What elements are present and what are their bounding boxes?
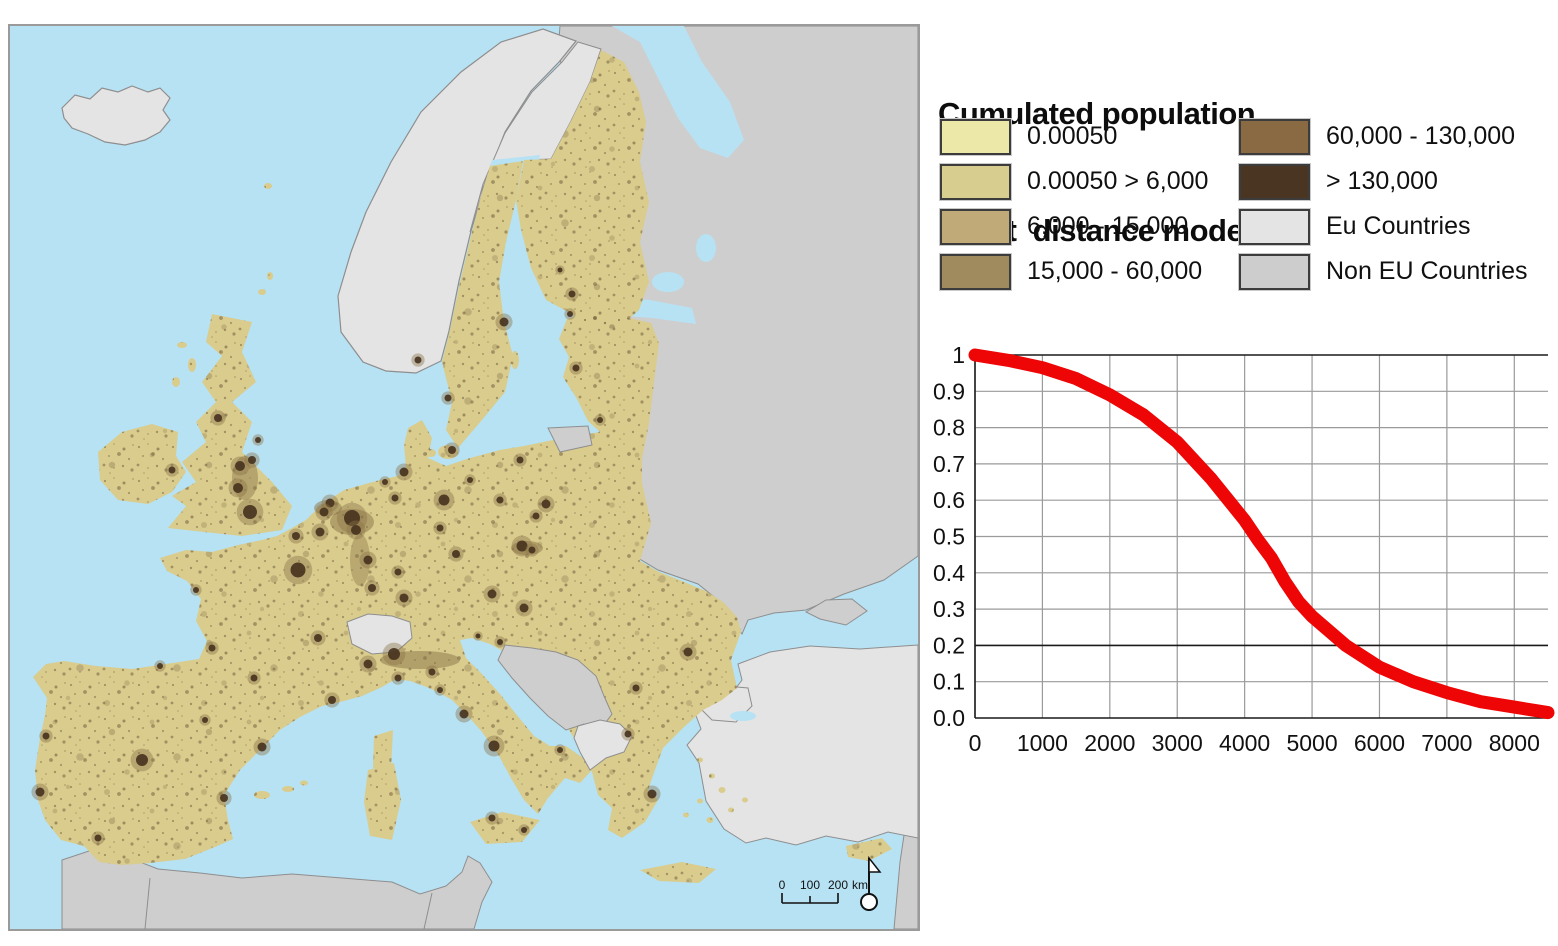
distance-decay-curve-svg: 0 1000 2000 3000 4000 5000 6000 7000 8000 1 0.9 0.8… <box>933 342 1555 756</box>
y-tick-label: 0.6 <box>933 487 965 513</box>
legend-column-2: 60,000 - 130,000 > 130,000 Eu Countries … <box>1239 118 1527 298</box>
legend-swatch <box>940 163 1011 200</box>
kaliningrad <box>547 425 593 453</box>
legend-label: 15,000 - 60,000 <box>1027 257 1203 285</box>
y-tick-label: 0.9 <box>933 378 965 404</box>
legend-item: Eu Countries <box>1239 208 1527 245</box>
scale-0: 0 <box>779 878 786 892</box>
x-tick-label: 8000 <box>1489 730 1540 756</box>
legend-item: 60,000 - 130,000 <box>1239 118 1527 155</box>
sea-of-marmara <box>730 711 756 721</box>
x-tick-label: 6000 <box>1354 730 1405 756</box>
africa-borders <box>144 877 433 929</box>
white-sea <box>612 26 744 158</box>
x-tick-label: 2000 <box>1084 730 1135 756</box>
norway <box>337 28 577 374</box>
albania-macedonia <box>573 719 633 771</box>
city-population-blobs <box>31 265 697 845</box>
x-tick-label: 1000 <box>1017 730 1068 756</box>
legend-label: 0.00050 <box>1027 122 1118 150</box>
iceland <box>61 85 171 146</box>
europe-map-svg: 0 100 200 km <box>10 26 918 929</box>
cumulated-population-chart: 0 1000 2000 3000 4000 5000 6000 7000 8000 1 0.9 0.8… <box>930 338 1558 766</box>
y-tick-label: 0.2 <box>933 632 965 658</box>
europe-population-map: 0 100 200 km <box>8 24 920 931</box>
legend-item: 0.00050 <box>940 118 1208 155</box>
legend-label: Non EU Countries <box>1326 257 1528 285</box>
y-tick-label: 0.3 <box>933 596 965 622</box>
crimea <box>804 598 868 626</box>
legend-column-1: 0.00050 0.00050 > 6,000 6,000 - 15,000 1… <box>940 118 1208 298</box>
cumulated-population-curve <box>968 348 1555 720</box>
legend-label: 0.00050 > 6,000 <box>1027 167 1209 195</box>
x-tick-label: 5000 <box>1286 730 1337 756</box>
y-tick-label: 0.0 <box>933 705 965 731</box>
legend-label: 60,000 - 130,000 <box>1326 122 1516 150</box>
switzerland <box>346 613 413 655</box>
legend-swatch <box>1239 118 1310 155</box>
y-tick-label: 0.8 <box>933 415 965 441</box>
scale-100: 100 <box>800 878 820 892</box>
north-arrow-icon <box>860 855 882 911</box>
y-tick-label: 0.7 <box>933 451 965 477</box>
scale-bar: 0 100 200 km <box>779 878 868 904</box>
scale-unit: km <box>852 878 868 892</box>
x-tick-label: 0 <box>969 730 982 756</box>
y-tick-label: 0.4 <box>933 560 965 586</box>
legend-item: > 130,000 <box>1239 163 1527 200</box>
legend-swatch <box>940 253 1011 290</box>
legend-swatch <box>1239 163 1310 200</box>
legend-label: 6,000 - 15,000 <box>1027 212 1189 240</box>
x-tick-label: 4000 <box>1219 730 1270 756</box>
legend-label: > 130,000 <box>1326 167 1438 195</box>
scale-200: 200 <box>828 878 848 892</box>
legend-swatch <box>1239 208 1310 245</box>
legend-swatch <box>940 208 1011 245</box>
legend-swatch <box>1239 253 1310 290</box>
legend-item: 6,000 - 15,000 <box>940 208 1208 245</box>
legend-swatch <box>940 118 1011 155</box>
legend-item: Non EU Countries <box>1239 253 1527 290</box>
y-tick-label: 0.1 <box>933 669 965 695</box>
lake-onega <box>696 234 716 262</box>
legend-item: 0.00050 > 6,000 <box>940 163 1208 200</box>
lake-ladoga <box>652 272 684 292</box>
legend-item: 15,000 - 60,000 <box>940 253 1208 290</box>
legend-label: Eu Countries <box>1326 212 1471 240</box>
y-tick-label: 0.5 <box>933 524 965 550</box>
north-africa <box>61 849 493 929</box>
x-tick-label: 3000 <box>1152 730 1203 756</box>
y-tick-label: 1 <box>952 342 965 368</box>
x-tick-label: 7000 <box>1421 730 1472 756</box>
